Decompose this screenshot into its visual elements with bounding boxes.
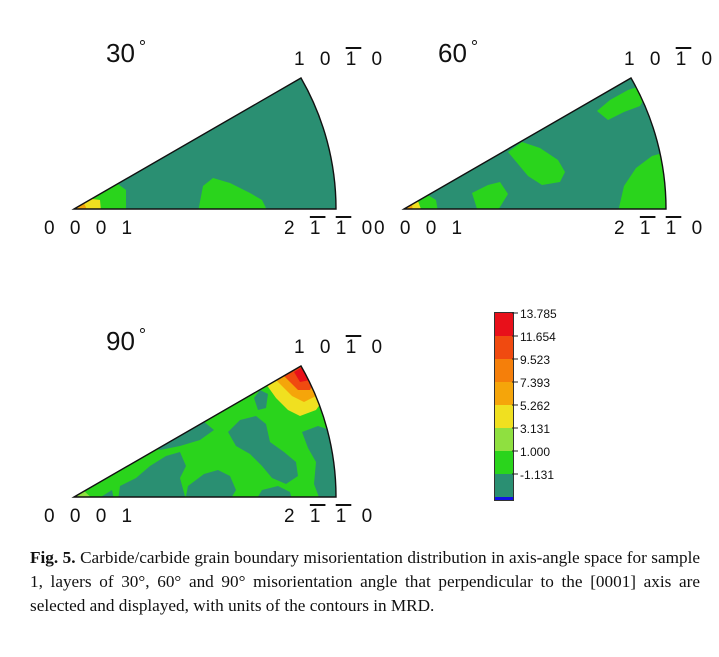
panel-30-right-label: 2 1 1 0 — [284, 218, 378, 239]
legend-level-label: 3.131 — [520, 422, 551, 436]
panel-60-left-label: 0 0 0 1 — [374, 218, 468, 239]
legend-swatch — [495, 382, 513, 405]
panel-90-top-label: 1 0 1 0 — [294, 337, 388, 358]
panel-30-title: 30 ° — [106, 37, 147, 68]
legend-level-label: -1.131 — [520, 468, 555, 482]
caption-text: Carbide/carbide grain boundary misorient… — [30, 548, 700, 615]
legend-swatch — [495, 497, 513, 500]
legend-swatch — [495, 405, 513, 428]
legend-swatch — [495, 359, 513, 382]
legend-level-label: 7.393 — [520, 376, 551, 390]
legend-swatch — [495, 428, 513, 451]
color-legend — [494, 312, 514, 501]
panel-90-right-label: 2 1 1 0 — [284, 506, 378, 527]
panel-60-right-label: 2 1 1 0 — [614, 218, 708, 239]
panel-30-top-label: 1 0 1 0 — [294, 49, 388, 70]
panel-60-top-label: 1 0 1 0 — [624, 49, 718, 70]
panel-90-title: 90 ° — [106, 325, 147, 356]
panel-30-left-label: 0 0 0 1 — [44, 218, 138, 239]
legend-level-label: 5.262 — [520, 399, 551, 413]
legend-swatch — [495, 451, 513, 474]
panel-60-title: 60 ° — [438, 37, 479, 68]
figure-label: Fig. 5. — [30, 548, 76, 567]
legend-level-label: 9.523 — [520, 353, 551, 367]
panel-90-left-label: 0 0 0 1 — [44, 506, 138, 527]
legend-level-label: 1.000 — [520, 445, 551, 459]
legend-level-label: 11.654 — [520, 330, 556, 344]
legend-swatch — [495, 336, 513, 359]
figure-caption: Fig. 5. Carbide/carbide grain boundary m… — [30, 546, 700, 618]
legend-swatch — [495, 474, 513, 497]
legend-swatch — [495, 313, 513, 336]
legend-level-label: 13.785 — [520, 307, 557, 321]
